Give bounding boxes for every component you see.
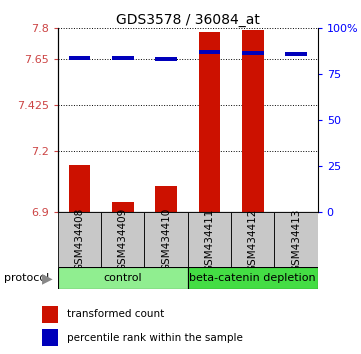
Bar bbox=[144, 212, 188, 267]
Text: GSM434412: GSM434412 bbox=[248, 208, 258, 272]
Text: control: control bbox=[104, 273, 142, 283]
Bar bbox=[101, 212, 144, 267]
Text: GSM434408: GSM434408 bbox=[74, 208, 84, 272]
Bar bbox=[242, 30, 264, 212]
Bar bbox=[285, 52, 307, 56]
Title: GDS3578 / 36084_at: GDS3578 / 36084_at bbox=[116, 13, 260, 27]
Bar bbox=[58, 212, 101, 267]
Text: protocol: protocol bbox=[4, 273, 49, 283]
Text: GSM434410: GSM434410 bbox=[161, 208, 171, 272]
Bar bbox=[112, 202, 134, 212]
Bar bbox=[155, 57, 177, 62]
Bar bbox=[188, 267, 318, 289]
Text: percentile rank within the sample: percentile rank within the sample bbox=[67, 332, 243, 343]
Text: transformed count: transformed count bbox=[67, 309, 164, 319]
Bar bbox=[199, 50, 220, 54]
Bar bbox=[42, 306, 58, 323]
Text: GSM434411: GSM434411 bbox=[204, 208, 214, 272]
Bar bbox=[112, 56, 134, 60]
Bar bbox=[188, 212, 231, 267]
Bar bbox=[231, 212, 274, 267]
Text: beta-catenin depletion: beta-catenin depletion bbox=[190, 273, 316, 283]
Bar bbox=[199, 33, 220, 212]
Bar bbox=[58, 267, 188, 289]
Text: GSM434413: GSM434413 bbox=[291, 208, 301, 272]
Bar bbox=[69, 165, 90, 212]
Bar bbox=[155, 186, 177, 212]
Bar bbox=[42, 329, 58, 347]
Bar bbox=[242, 51, 264, 55]
Text: GSM434409: GSM434409 bbox=[118, 208, 128, 272]
Text: ▶: ▶ bbox=[42, 271, 52, 285]
Bar bbox=[274, 212, 318, 267]
Bar bbox=[69, 56, 90, 60]
